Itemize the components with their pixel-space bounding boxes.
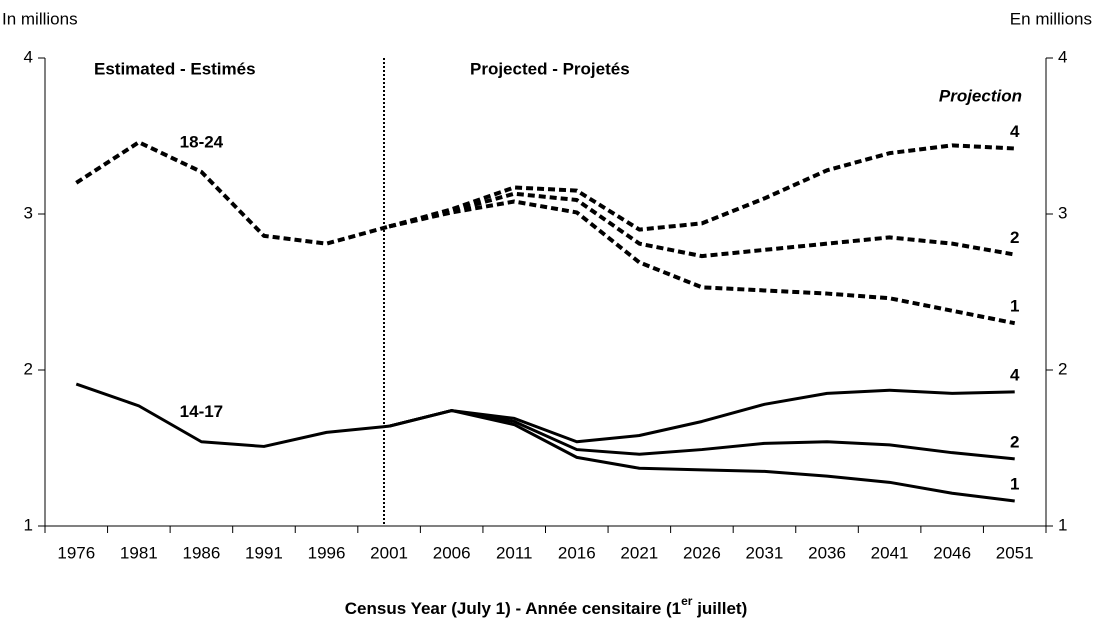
series-label: 1	[1010, 297, 1019, 316]
series-label: 2	[1010, 228, 1019, 247]
projection-label: Projection	[939, 86, 1022, 105]
y2-tick-label: 3	[1058, 203, 1067, 222]
series-label: 4	[1010, 365, 1020, 384]
y-axis-label: In millions	[2, 9, 78, 28]
series-line	[388, 191, 1016, 259]
x-tick-label: 2026	[683, 543, 721, 562]
y2-tick-label: 2	[1058, 359, 1067, 378]
y2-tick-label: 1	[1058, 515, 1067, 534]
y2-axis-label: En millions	[1010, 9, 1092, 28]
series-line	[75, 382, 390, 448]
x-tick-label: 2001	[370, 543, 408, 562]
y-tick-label: 1	[24, 515, 33, 534]
x-tick-label: 2041	[871, 543, 909, 562]
x-tick-label: 1986	[182, 543, 220, 562]
x-tick-label: 1996	[308, 543, 346, 562]
series-label: 1	[1010, 475, 1019, 494]
y2-tick-label: 4	[1058, 47, 1067, 66]
y-tick-label: 3	[24, 203, 33, 222]
series-line	[388, 409, 1015, 461]
x-tick-label: 1991	[245, 543, 283, 562]
region-label: Projected - Projetés	[470, 59, 630, 78]
series-label: 4	[1010, 122, 1020, 141]
x-tick-label: 1976	[57, 543, 95, 562]
series-label: 14-17	[180, 402, 223, 421]
series-line	[75, 140, 390, 246]
y-tick-label: 2	[24, 359, 33, 378]
x-axis-title: Census Year (July 1) - Année censitaire …	[345, 594, 748, 618]
x-tick-label: 2011	[496, 543, 533, 562]
x-tick-label: 2016	[558, 543, 596, 562]
series-line	[388, 199, 1016, 326]
series-label: 2	[1010, 432, 1019, 451]
x-tick-label: 2031	[746, 543, 784, 562]
x-tick-label: 2021	[620, 543, 658, 562]
x-tick-label: 2006	[433, 543, 471, 562]
x-tick-label: 2051	[996, 543, 1034, 562]
region-label: Estimated - Estimés	[94, 59, 256, 78]
series-label: 18-24	[180, 132, 224, 151]
x-tick-label: 2036	[808, 543, 846, 562]
series-line	[388, 388, 1015, 444]
series-line	[388, 409, 1015, 503]
y-tick-label: 4	[24, 47, 33, 66]
x-tick-label: 2046	[933, 543, 971, 562]
series-line	[388, 143, 1015, 232]
x-tick-label: 1981	[120, 543, 158, 562]
